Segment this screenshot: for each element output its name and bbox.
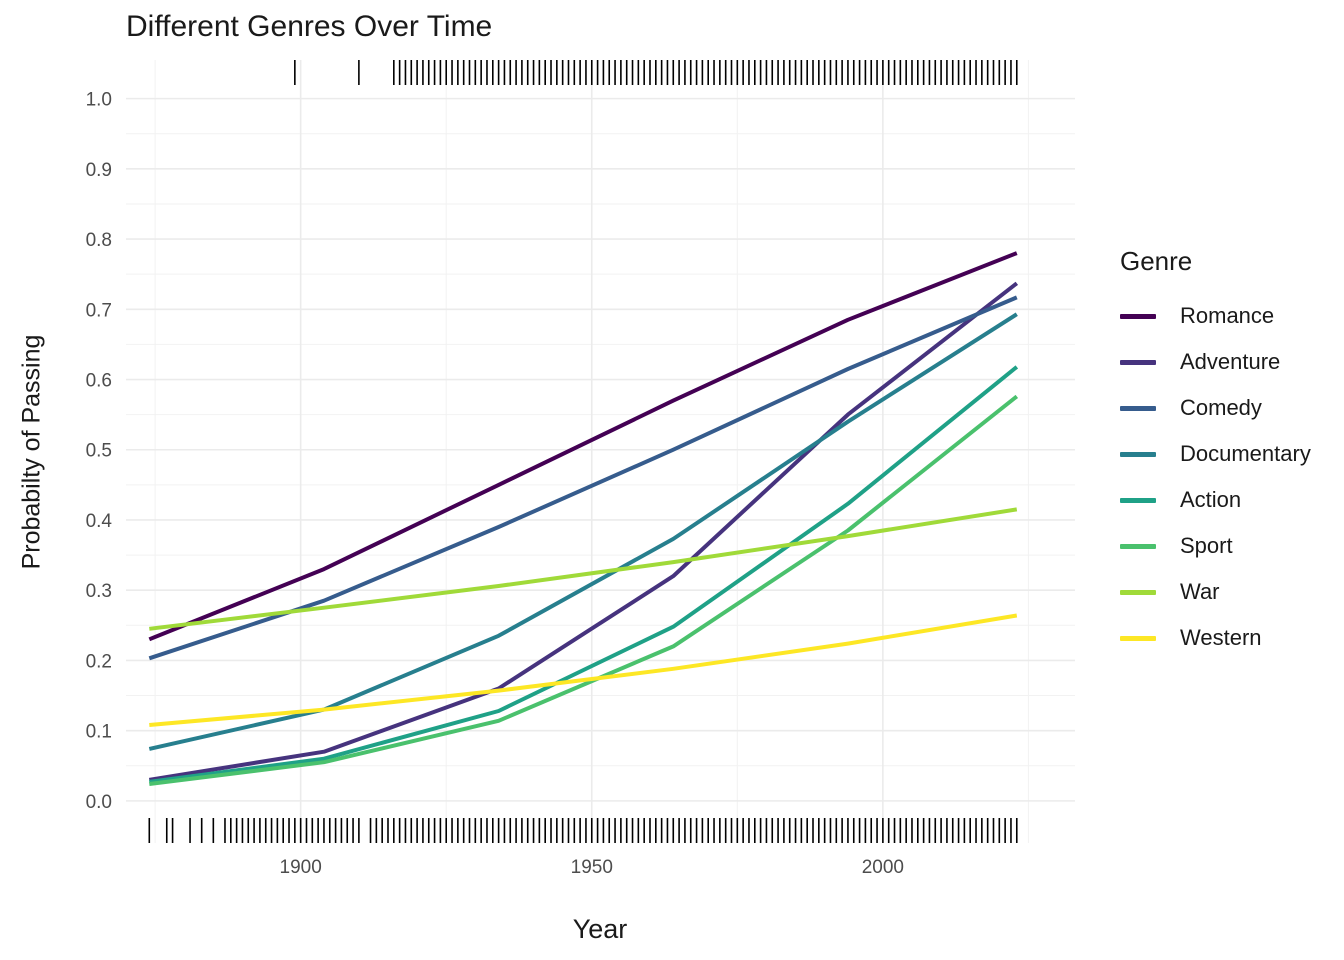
y-tick-label: 0.6 [86,371,112,392]
y-tick-label: 0.3 [86,581,112,602]
legend-items: Romance Adventure Comedy Documentary Action S… [1120,293,1311,661]
x-axis-ticks: 1900 1950 2000 [280,857,904,878]
x-tick-label: 1900 [280,857,322,878]
chart-title: Different Genres Over Time [126,10,493,43]
y-tick-label: 0.2 [86,651,112,672]
series-line-adventure [148,281,1019,782]
legend-item-romance: Romance [1120,293,1311,339]
series-line-romance [148,251,1018,642]
y-tick-label: 0.7 [86,300,112,321]
legend-label: Romance [1180,303,1275,328]
series-line-documentary [148,312,1018,751]
legend-label: Action [1180,487,1242,512]
y-axis-label: Probabilty of Passing [17,334,46,570]
legend-item-documentary: Documentary [1120,431,1311,477]
series-line-action [149,365,1019,784]
legend-item-action: Action [1120,477,1311,523]
legend-swatch [1120,451,1156,457]
y-tick-label: 0.4 [86,511,113,532]
series-line-comedy [148,295,1018,661]
legend-item-adventure: Adventure [1120,339,1311,385]
legend-swatch [1120,497,1156,503]
legend-swatch [1120,405,1156,411]
y-tick-label: 0.8 [86,230,112,251]
y-tick-label: 0.5 [86,441,112,462]
x-tick-label: 1950 [571,857,613,878]
legend-item-war: War [1120,569,1311,615]
y-axis-ticks: 0.0 0.1 0.2 0.3 0.4 0.5 0.6 0.7 0.8 0.9 1.0 [86,90,113,813]
legend-title: Genre [1120,246,1193,276]
legend-item-comedy: Comedy [1120,385,1311,431]
y-tick-label: 0.1 [86,722,112,743]
legend-label: Comedy [1180,395,1262,420]
y-tick-label: 0.9 [86,160,112,181]
legend-swatch [1120,589,1156,595]
series-line-war [149,507,1018,631]
rug-marks [148,60,1018,843]
legend-swatch [1120,635,1156,641]
legend-item-sport: Sport [1120,523,1311,569]
legend-label: Documentary [1180,441,1311,466]
x-axis-label: Year [572,914,628,944]
legend-label: War [1180,579,1220,604]
x-tick-label: 2000 [862,857,904,878]
y-tick-label: 0.0 [86,792,112,813]
series-line-western [149,613,1018,727]
series-line-sport [149,394,1019,786]
legend-swatch [1120,543,1156,549]
y-tick-label: 1.0 [86,90,112,111]
legend-swatch [1120,313,1156,319]
series-lines [148,251,1019,786]
legend-label: Adventure [1180,349,1281,374]
minor-gridlines [126,60,1075,843]
legend-label: Sport [1180,533,1233,558]
major-gridlines [126,60,1075,843]
legend-label: Western [1180,625,1262,650]
legend: Genre Romance Adventure Comedy Documentary A… [1120,246,1311,661]
legend-swatch [1120,359,1156,365]
legend-item-western: Western [1120,615,1311,661]
